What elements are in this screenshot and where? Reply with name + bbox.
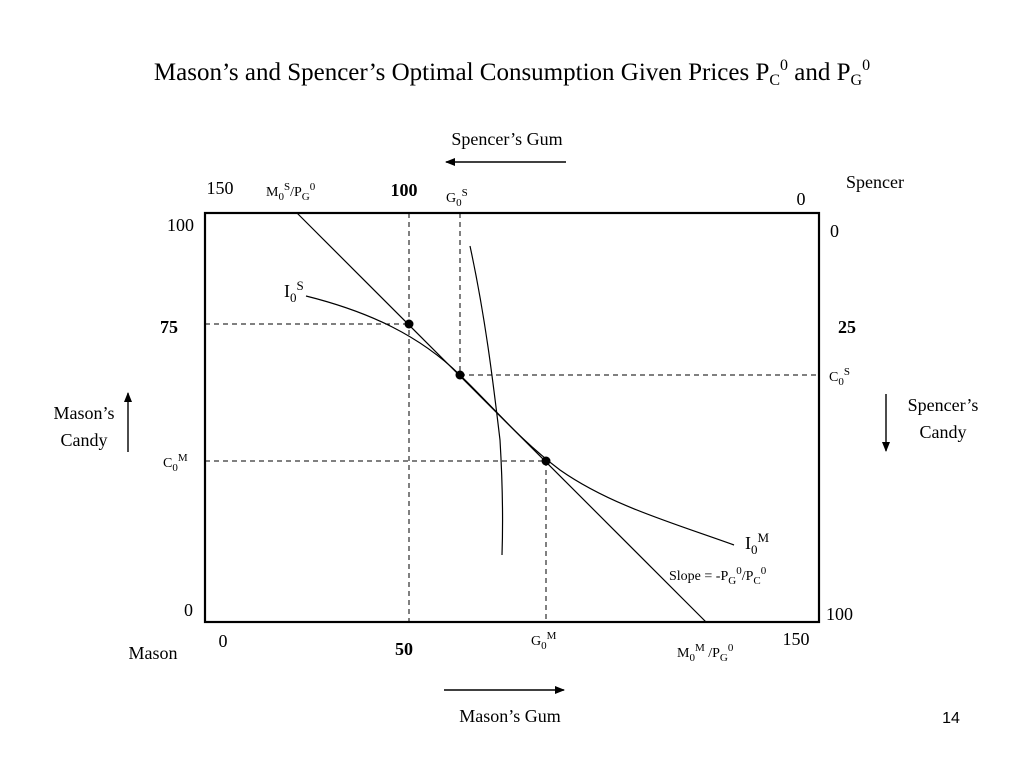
spencer-origin-label: Spencer xyxy=(846,172,904,192)
spencer-indifference-label: I0S xyxy=(284,278,304,305)
mason-income-over-gum-price-label: M0M /PG0 xyxy=(677,642,734,664)
top-tick-150: 150 xyxy=(207,178,234,198)
page-number: 14 xyxy=(942,710,960,727)
spencer-optimum-point xyxy=(455,370,465,380)
mason-gum-label: Mason’s Gum xyxy=(459,706,561,726)
mason-candy-label-line1: Mason’s xyxy=(53,403,114,423)
mason-optimum-point xyxy=(541,456,551,466)
right-tick-0: 0 xyxy=(830,221,839,241)
mason-indifference-label: I0M xyxy=(745,530,770,557)
slide-title: Mason’s and Spencer’s Optimal Consumptio… xyxy=(154,57,870,89)
spencer-candy-label-line1: Spencer’s xyxy=(908,395,979,415)
edgeworth-box xyxy=(203,211,821,624)
budget-slope-label: Slope = -PG0/PC0 xyxy=(669,565,767,587)
left-tick-75: 75 xyxy=(160,317,178,337)
mason-candy-label-line2: Candy xyxy=(61,430,108,450)
mason-origin-label: Mason xyxy=(129,643,178,663)
top-tick-0: 0 xyxy=(797,189,806,209)
spencer-gum-optimum-label: G0S xyxy=(446,187,468,209)
endowment-point xyxy=(404,319,414,329)
left-tick-100: 100 xyxy=(167,215,194,235)
bottom-tick-150: 150 xyxy=(783,629,810,649)
right-tick-25: 25 xyxy=(838,317,856,337)
left-tick-0: 0 xyxy=(184,600,193,620)
right-tick-100: 100 xyxy=(826,604,853,624)
bottom-tick-0: 0 xyxy=(219,631,228,651)
mason-candy-optimum-label: C0M xyxy=(163,452,188,474)
spencer-candy-optimum-label: C0S xyxy=(829,366,850,388)
dashed-guides xyxy=(205,213,819,622)
mason-gum-optimum-label: G0M xyxy=(531,630,557,652)
spencer-gum-label: Spencer’s Gum xyxy=(451,129,562,149)
top-tick-100: 100 xyxy=(391,180,418,200)
spencer-indifference-curve xyxy=(469,245,504,556)
spencer-candy-label-line2: Candy xyxy=(920,422,967,442)
bottom-tick-50: 50 xyxy=(395,639,413,659)
spencer-income-over-gum-price-label: M0S/PG0 xyxy=(266,181,316,203)
mason-indifference-curve xyxy=(305,295,735,546)
